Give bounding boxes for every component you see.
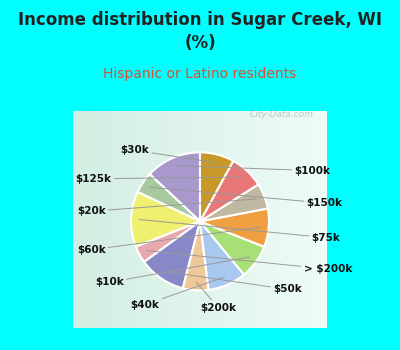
Wedge shape [183, 222, 209, 290]
Wedge shape [131, 192, 200, 247]
Wedge shape [200, 209, 269, 247]
Text: $20k: $20k [77, 199, 256, 216]
Text: $40k: $40k [130, 277, 224, 310]
Text: $10k: $10k [95, 257, 249, 287]
Text: City-Data.com: City-Data.com [249, 110, 313, 119]
Text: Income distribution in Sugar Creek, WI
(%): Income distribution in Sugar Creek, WI (… [18, 11, 382, 51]
Wedge shape [150, 152, 200, 222]
Wedge shape [200, 222, 244, 290]
Text: $150k: $150k [150, 187, 342, 208]
Wedge shape [136, 222, 200, 262]
Wedge shape [144, 222, 200, 288]
Text: $100k: $100k [176, 166, 330, 176]
Text: > $200k: > $200k [147, 251, 352, 274]
Wedge shape [200, 222, 264, 274]
Text: $200k: $200k [196, 282, 236, 313]
Text: $60k: $60k [77, 227, 260, 255]
Wedge shape [200, 184, 268, 222]
Text: Hispanic or Latino residents: Hispanic or Latino residents [103, 67, 297, 81]
Text: $75k: $75k [139, 219, 340, 243]
Wedge shape [200, 152, 233, 222]
Wedge shape [138, 174, 200, 222]
Wedge shape [200, 161, 258, 222]
Text: $30k: $30k [120, 145, 215, 162]
Text: $125k: $125k [76, 174, 242, 184]
Text: $50k: $50k [166, 272, 302, 294]
